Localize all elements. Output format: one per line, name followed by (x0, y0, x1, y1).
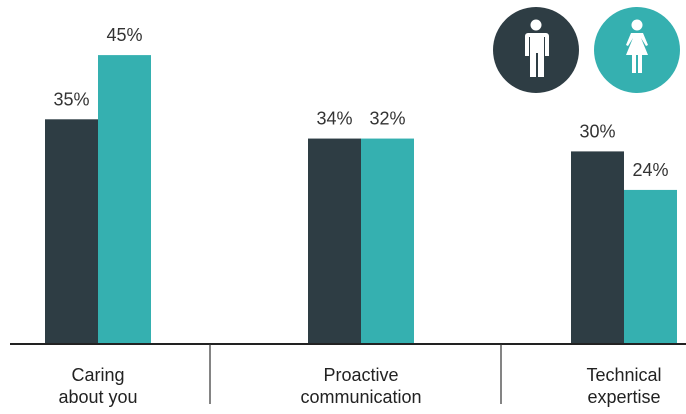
data-label: 24% (632, 160, 668, 180)
category-label: communication (300, 387, 421, 407)
data-label: 30% (579, 121, 615, 141)
bar-male-3 (571, 151, 624, 344)
category-label: expertise (587, 387, 660, 407)
category-label: about you (58, 387, 137, 407)
data-label: 45% (106, 25, 142, 45)
bar-male-2 (308, 138, 361, 344)
bar-female-2 (361, 138, 414, 344)
bar-male-1 (45, 119, 98, 344)
male-icon (525, 19, 549, 77)
bar-female-3 (624, 189, 677, 344)
category-label: Caring (71, 365, 124, 385)
category-label: Proactive (323, 365, 398, 385)
data-label: 35% (53, 89, 89, 109)
bar-female-1 (98, 55, 151, 344)
category-label: Technical (586, 365, 661, 385)
female-icon (626, 19, 648, 73)
data-label: 34% (316, 109, 352, 129)
data-label: 32% (369, 109, 405, 129)
